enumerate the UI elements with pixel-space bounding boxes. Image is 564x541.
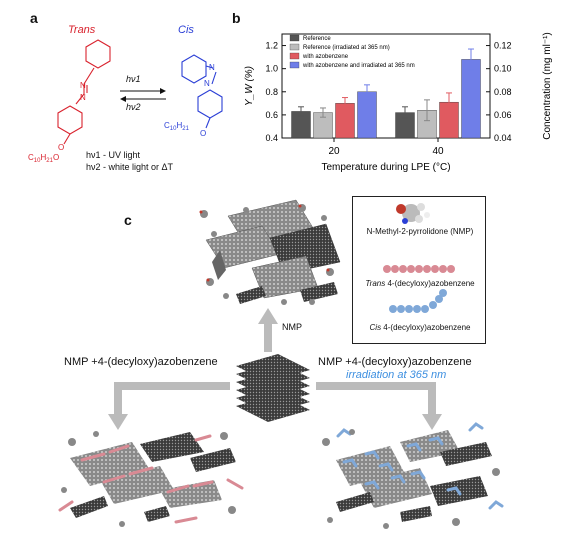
svg-text:O: O (200, 129, 206, 138)
legend-swatch (289, 61, 300, 69)
left-tick-label: 0.6 (265, 110, 278, 120)
azobenzene-structures: N N O C10H21O N N O C10H21 (28, 39, 223, 164)
molecule-legend: N-Methyl-2-pyrrolidone (NMP) Trans 4-(de… (352, 196, 486, 344)
left-tick-label: 1.2 (265, 41, 278, 51)
trans-substituent: C10H21O (28, 153, 59, 164)
svg-text:N: N (80, 81, 86, 90)
left-tick-label: 1.0 (265, 64, 278, 74)
legend-swatch (289, 34, 300, 42)
svg-text:N: N (204, 79, 210, 88)
bottom-right-flakes (336, 430, 492, 522)
legend-trans: Trans 4-(decyloxy)azobenzene (365, 279, 475, 288)
cis-label: Cis (178, 24, 194, 36)
panel-a-label: a (30, 10, 38, 26)
left-tick-label: 0.4 (265, 133, 278, 143)
trans-molecules-bottom (58, 434, 244, 524)
legend-cis: Cis 4-(decyloxy)azobenzene (369, 323, 471, 332)
cis-molecules-bottom (336, 422, 504, 510)
x-tick-label: 20 (328, 146, 340, 157)
legend-entry: Reference (irradiated at 365 nm) (303, 45, 390, 51)
nmp-arrow-label: NMP (282, 322, 302, 332)
x-tick-label: 40 (432, 146, 444, 157)
right-tick-label: 0.10 (494, 64, 512, 74)
legend-swatch (289, 52, 300, 60)
y-axis-label: Y_W (%) (244, 66, 255, 106)
hv1-label: hν1 (126, 74, 141, 84)
svg-text:O: O (58, 143, 64, 152)
bar-chart: 0.4 0.6 0.8 1.0 1.2 0.04 0.06 0.08 0.10 0.12 20 40 R… (244, 32, 553, 173)
legend-nmp: N-Methyl-2-pyrrolidone (NMP) (366, 227, 474, 236)
right-tick-label: 0.06 (494, 110, 512, 120)
note-white: hν2 - white light or ΔT (86, 162, 174, 172)
left-tick-label: 0.8 (265, 87, 278, 97)
right-caption-sub: irradiation at 365 nm (346, 369, 447, 381)
nmp-molecule-icon (396, 203, 430, 224)
left-caption: NMP +4-(decyloxy)azobenzene (64, 356, 218, 368)
note-uv: hν1 - UV light (86, 150, 141, 160)
legend-swatch (289, 43, 300, 51)
legend-entry: with azobenzene (302, 54, 349, 60)
cis-molecule-icon (389, 289, 447, 313)
right-tick-label: 0.12 (494, 41, 512, 51)
trans-label: Trans (68, 24, 96, 36)
hv2-label: hν2 (126, 102, 141, 112)
panel-c-label: c (124, 212, 132, 228)
right-tick-label: 0.04 (494, 133, 512, 143)
bottom-left-flakes (70, 432, 236, 522)
right-tick-label: 0.08 (494, 87, 512, 97)
trans-molecule-icon (383, 265, 455, 273)
bar (461, 59, 481, 139)
svg-text:N: N (209, 63, 215, 72)
cis-molecule (181, 54, 223, 129)
panel-b-label: b (232, 10, 241, 26)
top-flakes (205, 199, 341, 304)
legend-entry: with azobenzene and irradiated at 365 nm (302, 63, 415, 69)
right-caption: NMP +4-(decyloxy)azobenzene (318, 356, 472, 368)
svg-text:N: N (80, 93, 86, 102)
x-axis-label: Temperature during LPE (°C) (321, 162, 450, 173)
legend-entry: Reference (303, 36, 331, 42)
graphite-stack (236, 354, 310, 422)
trans-molecule (57, 39, 111, 145)
cis-substituent: C10H21 (164, 121, 190, 132)
exfoliation-scheme (58, 199, 504, 529)
plot-frame (281, 33, 491, 139)
right-axis-label: Concentration (mg ml⁻¹) (542, 32, 553, 140)
